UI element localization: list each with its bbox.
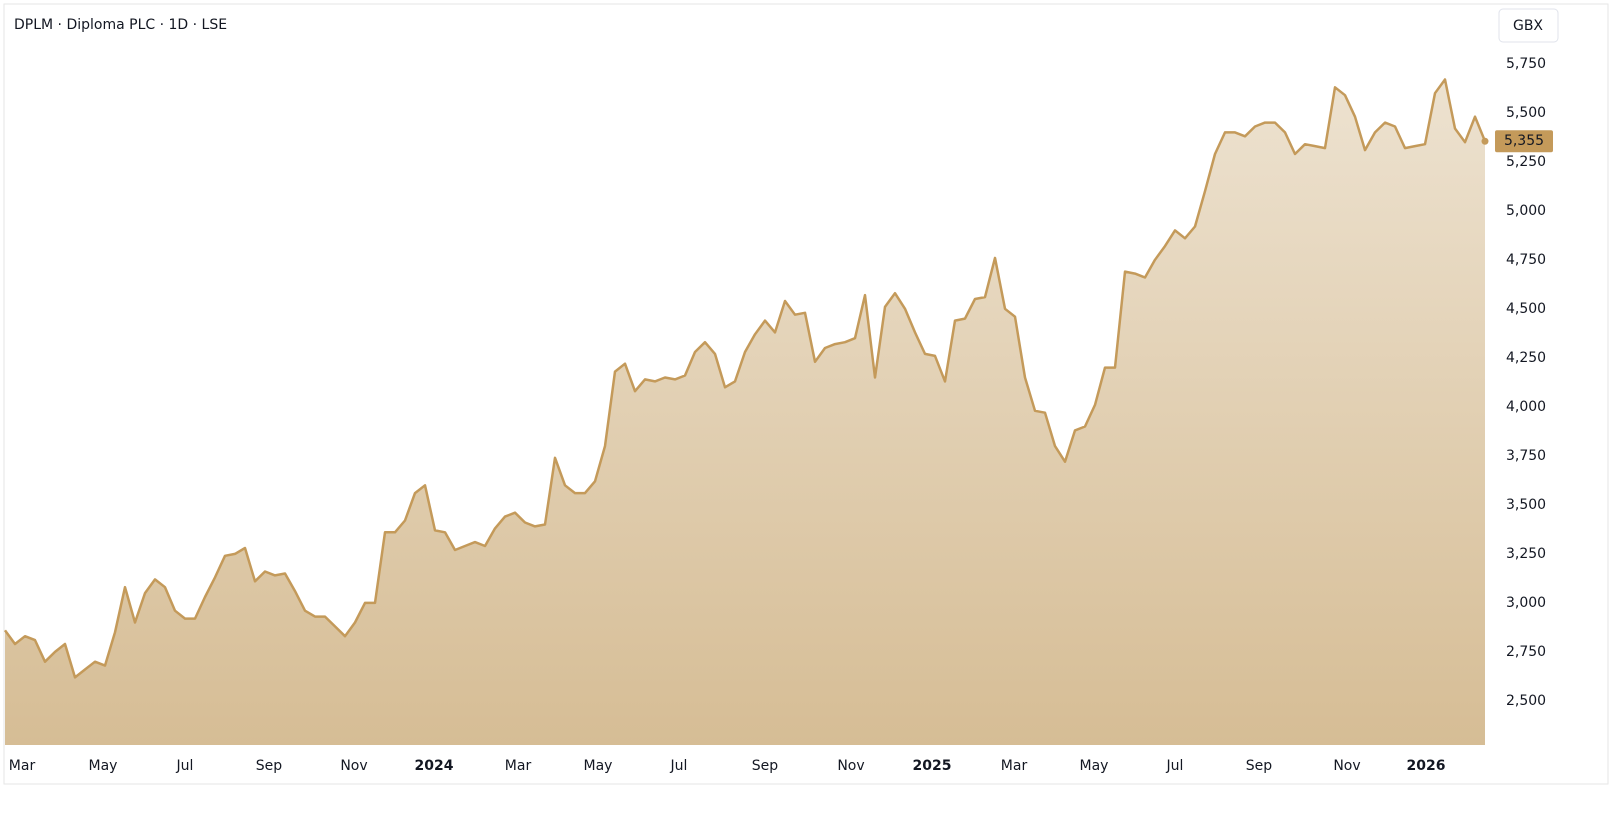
x-tick-label: Jul — [670, 758, 688, 774]
x-tick-label: 2025 — [913, 758, 952, 774]
x-tick-label: Mar — [9, 758, 36, 774]
x-tick-label: Nov — [837, 758, 864, 774]
x-tick-label: Sep — [752, 758, 779, 774]
y-tick-label: 4,750 — [1506, 252, 1546, 268]
y-tick-label: 2,750 — [1506, 644, 1546, 660]
x-tick-label: May — [89, 758, 118, 774]
y-tick-label: 3,500 — [1506, 497, 1546, 513]
y-tick-label: 5,000 — [1506, 203, 1546, 219]
price-line — [3, 78, 1487, 679]
y-tick-label: 5,250 — [1506, 154, 1546, 170]
x-tick-label: Sep — [256, 758, 283, 774]
y-tick-label: 5,750 — [1506, 56, 1546, 72]
x-tick-label: May — [584, 758, 613, 774]
last-point — [1481, 137, 1489, 145]
y-tick-label: 5,500 — [1506, 105, 1546, 121]
y-tick-label: 4,000 — [1506, 399, 1546, 415]
currency-label[interactable]: GBX — [1513, 18, 1543, 34]
area-fill — [5, 79, 1485, 745]
y-tick-label: 2,500 — [1506, 693, 1546, 709]
y-tick-label: 3,750 — [1506, 448, 1546, 464]
chart-title: DPLM · Diploma PLC · 1D · LSE — [14, 17, 227, 33]
currency-button[interactable] — [1498, 8, 1559, 43]
x-tick-label: Jul — [176, 758, 194, 774]
x-tick-label: Mar — [505, 758, 532, 774]
y-tick-label: 3,250 — [1506, 546, 1546, 562]
x-tick-label: Sep — [1246, 758, 1273, 774]
x-tick-label: Jul — [1166, 758, 1184, 774]
current-price-box — [1495, 130, 1553, 153]
x-tick-label: 2026 — [1407, 758, 1446, 774]
y-tick-label: 4,250 — [1506, 350, 1546, 366]
x-tick-label: 2024 — [415, 758, 454, 774]
x-tick-label: May — [1080, 758, 1109, 774]
x-tick-label: Mar — [1001, 758, 1028, 774]
x-tick-label: Nov — [340, 758, 367, 774]
current-price-label: 5,355 — [1504, 133, 1544, 149]
x-tick-label: Nov — [1333, 758, 1360, 774]
y-tick-label: 4,500 — [1506, 301, 1546, 317]
y-tick-label: 3,000 — [1506, 595, 1546, 611]
